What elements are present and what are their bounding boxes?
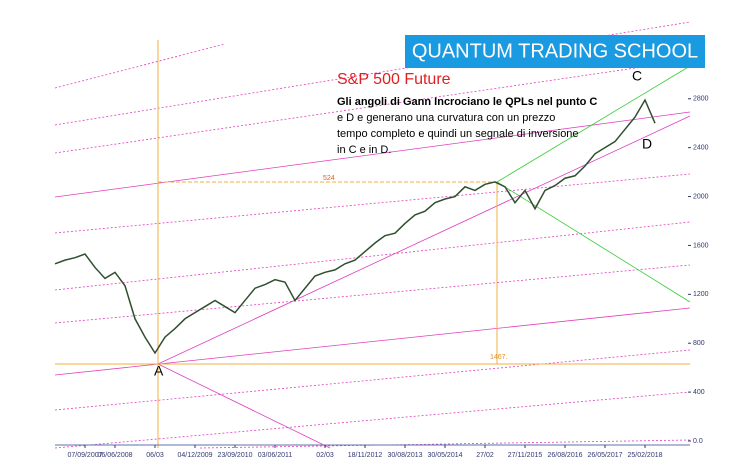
x-tick-label: 26/08/2016 — [547, 452, 582, 459]
annotation: 1467. — [490, 354, 508, 361]
annotation: D — [642, 136, 652, 152]
annotation: 524 — [323, 175, 335, 182]
y-tick-label: 400 — [693, 389, 705, 396]
x-tick-label: 26/05/2017 — [587, 452, 622, 459]
x-tick-label: 30/08/2013 — [387, 452, 422, 459]
y-tick-label: 2400 — [693, 145, 709, 152]
banner-text: QUANTUM TRADING SCHOOL — [412, 40, 698, 62]
x-tick-label: 06/06/2008 — [97, 452, 132, 459]
y-tick-label: 2800 — [693, 96, 709, 103]
x-tick-label: 27/11/2015 — [508, 452, 543, 459]
x-tick-label: 06/03 — [146, 452, 164, 459]
y-tick-label: 0.0 — [693, 438, 703, 445]
x-tick-label: 27/02 — [476, 452, 494, 459]
x-tick-label: 04/12/2009 — [177, 452, 212, 459]
x-tick-label: 03/06/2011 — [258, 452, 293, 459]
description-line: tempo completo e quindi un segnale di in… — [337, 128, 579, 140]
x-tick-label: 02/03 — [316, 452, 334, 459]
x-tick-label: 18/11/2012 — [348, 452, 383, 459]
annotation: A — [154, 363, 164, 379]
description-line: e D e generano una curvatura con un prez… — [337, 112, 555, 124]
price-line — [54, 98, 656, 355]
y-tick-label: 1600 — [693, 242, 709, 249]
banner — [405, 35, 705, 68]
description-line: in C e in D. — [337, 144, 391, 156]
y-tick-label: 1200 — [693, 291, 709, 298]
annotation: C — [632, 68, 642, 84]
green-lines — [496, 65, 691, 303]
orange-lines — [55, 40, 690, 448]
description-line: Gli angoli di Gann Incrociano le QPLs ne… — [337, 96, 597, 108]
x-tick-label: 07/09/2007 — [67, 452, 102, 459]
x-tick-label: 23/09/2010 — [217, 452, 252, 459]
chart-title: S&P 500 Future — [337, 71, 451, 88]
description: Gli angoli di Gann Incrociano le QPLs ne… — [337, 96, 597, 156]
x-tick-label: 25/02/2018 — [627, 452, 662, 459]
y-tick-label: 800 — [693, 340, 705, 347]
y-tick-label: 2000 — [693, 193, 709, 200]
x-tick-label: 30/05/2014 — [427, 452, 462, 459]
